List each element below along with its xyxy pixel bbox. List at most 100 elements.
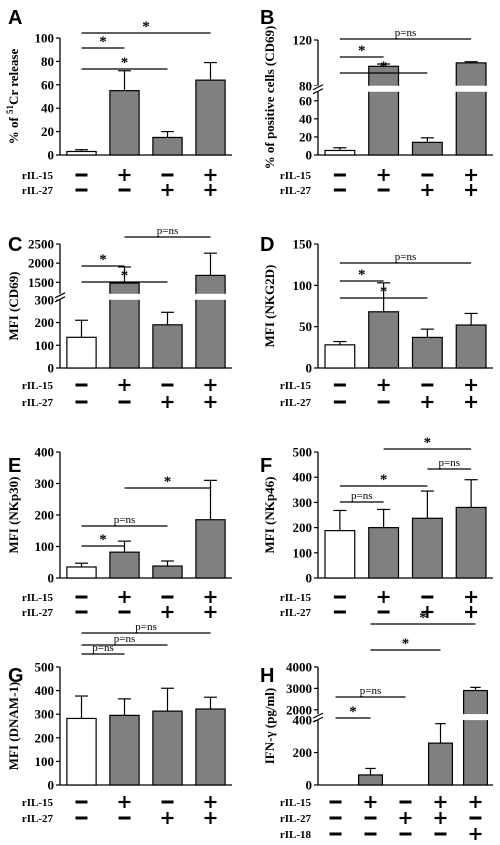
bar — [66, 717, 97, 786]
significance-label: p=ns — [351, 490, 372, 502]
panel-letter: D — [260, 234, 274, 256]
significance-label: * — [99, 252, 107, 268]
significance-label: * — [358, 43, 366, 59]
y-tick-label: 80 — [41, 54, 54, 69]
axis-break-mark — [312, 716, 324, 723]
bar — [411, 336, 443, 369]
y-tick-label: 200 — [293, 745, 313, 760]
panel-letter: H — [260, 665, 274, 687]
y-tick-label: 40 — [299, 111, 312, 126]
bar — [368, 65, 400, 156]
y-tick-label: 50 — [299, 319, 312, 334]
bar — [455, 324, 487, 369]
y-tick-label: 150 — [293, 237, 313, 252]
panel-d: D MFI (NKG2D) 0 50 100 150 * * p=ns rIL-15 rIL-27 — [260, 234, 493, 409]
panel-c: C MFI (CD69) 0 100 200 300 1500 2000 2500 * * p=ns r… — [6, 225, 234, 409]
y-tick-label: 60 — [41, 77, 54, 92]
condition-row-label: rIL-15 — [280, 797, 312, 809]
significance-label: p=ns — [135, 621, 156, 633]
axis-break-mark — [54, 296, 66, 303]
bar — [152, 565, 183, 579]
y-tick-label: 400 — [293, 713, 313, 728]
y-tick-label: 0 — [306, 778, 313, 793]
y-tick-label: 300 — [35, 292, 55, 307]
condition-row-label: rIL-15 — [22, 380, 54, 392]
panel-letter: G — [8, 665, 24, 687]
bar — [109, 90, 140, 156]
y-tick-label: 120 — [293, 33, 313, 48]
y-tick-label: 80 — [299, 78, 312, 93]
y-tick-label: 500 — [293, 445, 313, 460]
y-axis-label: % of positive cells (CD69) — [262, 26, 277, 170]
condition-row-label: rIL-27 — [22, 607, 54, 619]
significance-label: p=ns — [395, 27, 416, 39]
significance-label: * — [380, 284, 388, 300]
significance-label: * — [99, 532, 107, 548]
bar — [195, 274, 226, 369]
y-tick-label: 100 — [293, 545, 313, 560]
y-tick-label: 0 — [48, 148, 55, 163]
panel-letter: E — [8, 455, 21, 477]
y-tick-label: 300 — [35, 707, 55, 722]
significance-label: p=ns — [157, 225, 178, 237]
y-tick-label: 500 — [35, 660, 55, 675]
significance-label: p=ns — [439, 457, 460, 469]
bar — [455, 506, 487, 579]
condition-row-label: rIL-15 — [22, 592, 54, 604]
y-tick-label: 0 — [306, 148, 313, 163]
panel-a: A % of 51Cr release 0 20 40 60 80 100 * * * rIL-15 r… — [5, 7, 232, 197]
bar — [428, 742, 454, 786]
bar — [109, 551, 140, 579]
significance-label: * — [419, 610, 427, 626]
axis-break-gap — [312, 85, 495, 92]
y-tick-label: 20 — [41, 124, 54, 139]
y-tick-label: 100 — [35, 539, 55, 554]
bar — [324, 530, 356, 579]
y-tick-label: 0 — [48, 778, 55, 793]
bar — [324, 149, 356, 156]
y-tick-label: 400 — [293, 470, 313, 485]
y-tick-label: 300 — [35, 476, 55, 491]
condition-row-label: rIL-27 — [22, 813, 54, 825]
axis-break-mark — [312, 88, 324, 95]
condition-row-label: rIL-15 — [280, 170, 312, 182]
panel-letter: A — [8, 7, 22, 29]
bar — [368, 526, 400, 579]
y-tick-label: 4000 — [286, 660, 312, 675]
y-axis-label: MFI (NKG2D) — [262, 265, 277, 348]
significance-label: * — [402, 636, 410, 652]
axis-break-mark — [312, 712, 324, 719]
y-tick-label: 200 — [35, 508, 55, 523]
significance-label: * — [358, 267, 366, 283]
condition-row-label: rIL-27 — [280, 185, 312, 197]
bar — [66, 566, 97, 579]
bar — [324, 344, 356, 369]
bar — [195, 708, 226, 786]
condition-row-label: rIL-27 — [280, 607, 312, 619]
y-axis-label: MFI (NKp30) — [6, 477, 21, 554]
significance-label: * — [121, 55, 129, 71]
y-tick-label: 20 — [299, 129, 312, 144]
bar — [195, 79, 226, 156]
y-tick-label: 0 — [48, 571, 55, 586]
bar — [109, 714, 140, 786]
panel-letter: F — [260, 455, 272, 477]
y-tick-label: 400 — [35, 683, 55, 698]
bar — [152, 324, 183, 369]
bar — [152, 136, 183, 156]
axis-break-mark — [312, 84, 324, 91]
condition-row-label: rIL-27 — [22, 397, 54, 409]
y-tick-label: 0 — [306, 571, 313, 586]
significance-label: * — [121, 268, 129, 284]
bar — [463, 689, 489, 786]
significance-label: * — [99, 34, 107, 50]
y-tick-label: 3000 — [286, 681, 312, 696]
bar — [66, 336, 97, 369]
significance-label: * — [424, 435, 432, 451]
bar — [411, 517, 443, 579]
y-tick-label: 2000 — [286, 702, 312, 717]
